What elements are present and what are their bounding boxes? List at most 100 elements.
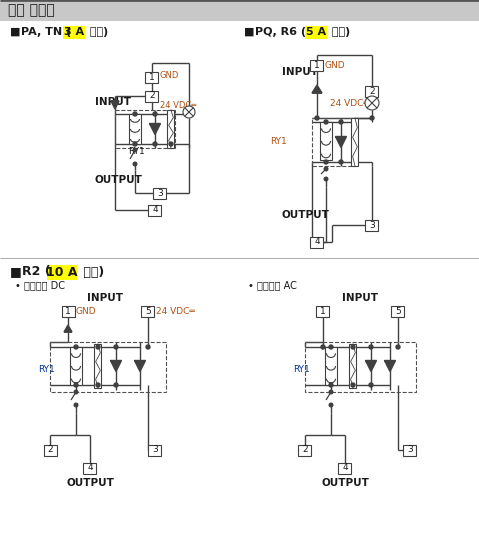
Bar (403, 445, 417, 455)
Text: OUTPUT: OUTPUT (282, 210, 330, 220)
Bar (365, 219, 378, 231)
Bar (0, 0, 479, 21)
Circle shape (315, 116, 319, 120)
Bar (50, 342, 166, 392)
Text: 모델): 모델) (79, 266, 104, 279)
Bar (352, 118, 358, 166)
Circle shape (329, 390, 333, 394)
Bar (298, 445, 311, 455)
Bar (317, 306, 330, 316)
Circle shape (133, 148, 137, 152)
Circle shape (183, 106, 195, 118)
Polygon shape (135, 361, 146, 371)
Bar (70, 347, 82, 385)
Circle shape (74, 390, 78, 394)
Text: R2 (: R2 ( (22, 266, 51, 279)
Circle shape (324, 167, 328, 171)
Text: 1: 1 (314, 60, 320, 70)
Text: GND: GND (160, 71, 179, 79)
Text: 2: 2 (47, 446, 53, 454)
Text: 4: 4 (342, 464, 348, 473)
Circle shape (153, 142, 157, 146)
Circle shape (114, 345, 118, 349)
Text: 모델): 모델) (86, 27, 108, 37)
Bar (83, 462, 96, 473)
Text: 2: 2 (369, 86, 375, 95)
Bar (153, 188, 167, 198)
Circle shape (351, 345, 355, 349)
Polygon shape (64, 325, 72, 332)
Bar (310, 237, 323, 247)
Text: RY1: RY1 (128, 147, 145, 155)
Circle shape (74, 345, 78, 349)
Text: ■: ■ (10, 27, 21, 37)
Text: • 정격전압 DC: • 정격전압 DC (15, 280, 65, 290)
Text: • 정격전압 AC: • 정격전압 AC (248, 280, 297, 290)
Circle shape (329, 403, 333, 407)
Circle shape (133, 162, 137, 166)
Text: 3: 3 (152, 446, 158, 454)
Text: 5 A: 5 A (306, 27, 326, 37)
Bar (146, 91, 159, 101)
Circle shape (396, 345, 400, 349)
Circle shape (370, 116, 374, 120)
Text: OUTPUT: OUTPUT (95, 175, 143, 185)
Text: 24 VDC═: 24 VDC═ (330, 99, 369, 107)
Polygon shape (385, 361, 396, 371)
Text: PQ, R6 (: PQ, R6 ( (255, 27, 306, 37)
Bar (310, 59, 323, 71)
Text: 4: 4 (314, 238, 320, 246)
Circle shape (339, 160, 343, 164)
Bar (320, 122, 332, 160)
Text: 5: 5 (145, 307, 151, 315)
Circle shape (369, 345, 373, 349)
Bar (305, 342, 416, 392)
Bar (305, 26, 327, 39)
Circle shape (146, 345, 150, 349)
Text: 24 VDC═: 24 VDC═ (160, 100, 196, 109)
Circle shape (329, 383, 333, 387)
Text: INPUT: INPUT (342, 293, 378, 303)
Text: 2: 2 (302, 446, 308, 454)
Bar (94, 344, 102, 388)
Bar (391, 306, 404, 316)
Text: ■: ■ (244, 27, 254, 37)
Text: 10 A: 10 A (46, 266, 78, 279)
Text: 모델): 모델) (328, 27, 350, 37)
Circle shape (96, 345, 100, 349)
Bar (47, 265, 77, 280)
Text: 2: 2 (149, 92, 155, 100)
Bar (115, 110, 175, 148)
Bar (129, 114, 141, 144)
Text: GND: GND (325, 60, 346, 70)
Bar (148, 204, 161, 216)
Text: INPUT: INPUT (282, 67, 318, 77)
Circle shape (133, 112, 137, 116)
Circle shape (96, 383, 100, 387)
Circle shape (369, 383, 373, 387)
Circle shape (324, 120, 328, 124)
Text: 24 VDC═: 24 VDC═ (156, 307, 195, 315)
Polygon shape (149, 123, 160, 135)
Text: INPUT: INPUT (87, 293, 123, 303)
Polygon shape (111, 361, 122, 371)
Circle shape (153, 112, 157, 116)
Text: ■: ■ (10, 266, 22, 279)
Bar (148, 445, 161, 455)
Text: 4: 4 (152, 205, 158, 215)
Bar (325, 347, 337, 385)
Bar (339, 462, 352, 473)
Circle shape (169, 142, 173, 146)
Circle shape (339, 120, 343, 124)
Circle shape (329, 345, 333, 349)
Text: 1: 1 (149, 73, 155, 81)
Text: OUTPUT: OUTPUT (66, 478, 114, 488)
Text: RY1: RY1 (38, 365, 55, 375)
Text: 5: 5 (395, 307, 401, 315)
Bar (63, 26, 85, 39)
Polygon shape (312, 85, 322, 93)
Circle shape (324, 160, 328, 164)
Text: 3: 3 (407, 446, 413, 454)
Circle shape (365, 96, 379, 110)
Circle shape (133, 142, 137, 146)
